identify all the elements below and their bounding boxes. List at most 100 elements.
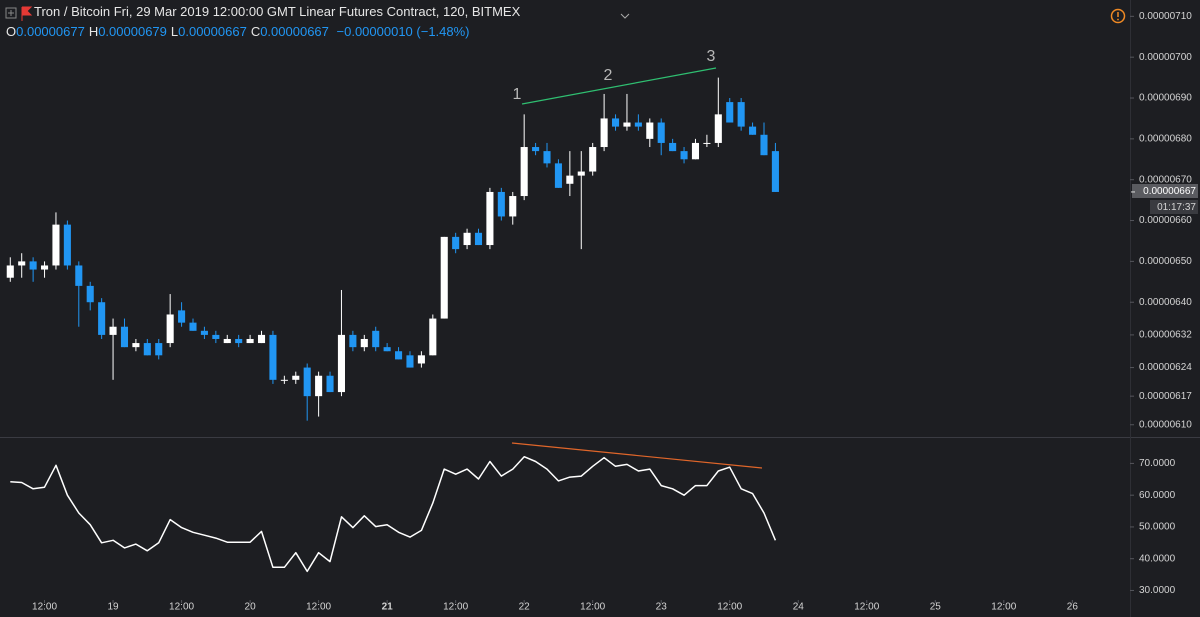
y-tick-label: 0.00000660 bbox=[1139, 215, 1192, 226]
candle-body bbox=[474, 232, 483, 246]
candle-body bbox=[235, 338, 243, 344]
candle-body bbox=[532, 147, 540, 152]
candle-body bbox=[178, 310, 186, 323]
annotation-label: 2 bbox=[604, 67, 613, 84]
candle-body bbox=[669, 142, 677, 152]
ohlc-value: 0.00000667 bbox=[260, 24, 329, 39]
x-tick-label: 12:00 bbox=[717, 602, 742, 613]
rsi-line bbox=[10, 455, 777, 573]
ohlc-row: O0.00000677 H0.00000679 L0.00000667 C0.0000… bbox=[6, 24, 474, 39]
x-tick-label: 22 bbox=[519, 602, 531, 613]
countdown-badge bbox=[1150, 200, 1198, 214]
candle-body bbox=[303, 367, 311, 397]
candle-body bbox=[212, 334, 220, 339]
x-tick-label: 26 bbox=[1067, 602, 1079, 613]
y-tick-label: 0.00000632 bbox=[1139, 330, 1192, 341]
candle-body bbox=[292, 375, 300, 380]
candle-body bbox=[269, 334, 277, 380]
candle-body bbox=[714, 114, 722, 143]
y-tick-label: 70.0000 bbox=[1139, 458, 1176, 469]
y-tick-label: 0.00000610 bbox=[1139, 419, 1192, 430]
candle-body bbox=[703, 142, 711, 144]
candle-body bbox=[18, 261, 26, 266]
candle-body bbox=[349, 334, 357, 348]
divergence-line[interactable] bbox=[511, 442, 763, 469]
candle-body bbox=[29, 261, 37, 270]
x-tick-label: 12:00 bbox=[991, 602, 1016, 613]
candle-body bbox=[166, 314, 174, 344]
candle-body bbox=[63, 224, 71, 266]
x-tick-label: 12:00 bbox=[169, 602, 194, 613]
y-tick-label: 40.0000 bbox=[1139, 553, 1176, 564]
candle-body bbox=[520, 147, 528, 197]
menu-icon[interactable] bbox=[5, 7, 17, 19]
candle-body bbox=[223, 338, 231, 344]
candle-body bbox=[109, 326, 117, 335]
candle-body bbox=[383, 347, 391, 352]
x-tick-label: 12:00 bbox=[443, 602, 468, 613]
candle-body bbox=[86, 285, 94, 303]
candle-body bbox=[189, 322, 197, 331]
candle-body bbox=[691, 142, 700, 160]
y-tick-label: 0.00000617 bbox=[1139, 391, 1192, 402]
candle-body bbox=[452, 236, 460, 250]
candle-body bbox=[726, 102, 734, 123]
x-tick-label: 21 bbox=[382, 602, 394, 613]
flag-icon[interactable] bbox=[21, 6, 33, 21]
x-tick-label: 12:00 bbox=[580, 602, 605, 613]
candle-body bbox=[417, 355, 425, 364]
candle-body bbox=[749, 126, 757, 135]
alert-icon[interactable] bbox=[1110, 8, 1126, 24]
candle-body bbox=[360, 338, 368, 348]
candle-body bbox=[6, 265, 14, 278]
candle-body bbox=[155, 343, 163, 356]
candle-body bbox=[40, 265, 49, 270]
y-tick-label: 0.00000624 bbox=[1139, 362, 1192, 373]
candle-body bbox=[440, 236, 448, 319]
y-tick-label: 0.00000710 bbox=[1139, 11, 1192, 22]
symbol-title[interactable]: Tron / Bitcoin Fri, 29 Mar 2019 12:00:00… bbox=[34, 4, 521, 19]
candle-body bbox=[257, 334, 266, 344]
x-tick-label: 23 bbox=[656, 602, 668, 613]
candle-body bbox=[429, 318, 437, 356]
candle-body bbox=[143, 343, 151, 356]
candle-body bbox=[372, 330, 380, 348]
x-tick-label: 12:00 bbox=[306, 602, 331, 613]
candle-body bbox=[280, 379, 288, 381]
candle-body bbox=[543, 151, 551, 164]
candle-body bbox=[611, 118, 620, 127]
x-tick-label: 25 bbox=[930, 602, 942, 613]
change: −0.00000010 (−1.48%) bbox=[336, 24, 470, 39]
y-tick-label: 0.00000700 bbox=[1139, 52, 1192, 63]
annotation-label: 3 bbox=[707, 48, 716, 65]
candle-body bbox=[600, 118, 608, 148]
y-tick-label: 50.0000 bbox=[1139, 522, 1176, 533]
candle-body bbox=[771, 151, 779, 192]
candle-body bbox=[680, 151, 688, 160]
candle-body bbox=[566, 175, 574, 184]
candle-body bbox=[337, 334, 345, 393]
candle-body bbox=[246, 338, 254, 344]
ohlc-key: L bbox=[170, 24, 179, 39]
trend-line[interactable] bbox=[521, 67, 717, 105]
dropdown-chevron[interactable] bbox=[620, 13, 630, 19]
last-price-label: 0.00000667 bbox=[1143, 186, 1196, 197]
candle-body bbox=[486, 191, 494, 246]
candle-body bbox=[657, 122, 665, 143]
ohlc-value: 0.00000667 bbox=[178, 24, 247, 39]
candle-body bbox=[98, 302, 106, 335]
y-tick-label: 0.00000650 bbox=[1139, 256, 1192, 267]
candle-body bbox=[634, 122, 642, 127]
x-tick-label: 12:00 bbox=[854, 602, 879, 613]
candle-body bbox=[554, 163, 562, 188]
candle-body bbox=[395, 351, 403, 360]
last-price-badge bbox=[1132, 184, 1198, 198]
alert-icon-dot bbox=[1117, 18, 1119, 21]
candle-body bbox=[509, 196, 517, 217]
ohlc-value: 0.00000679 bbox=[98, 24, 167, 39]
ohlc-key: H bbox=[88, 24, 99, 39]
x-tick-label: 12:00 bbox=[32, 602, 57, 613]
ohlc-key: O bbox=[6, 24, 17, 39]
